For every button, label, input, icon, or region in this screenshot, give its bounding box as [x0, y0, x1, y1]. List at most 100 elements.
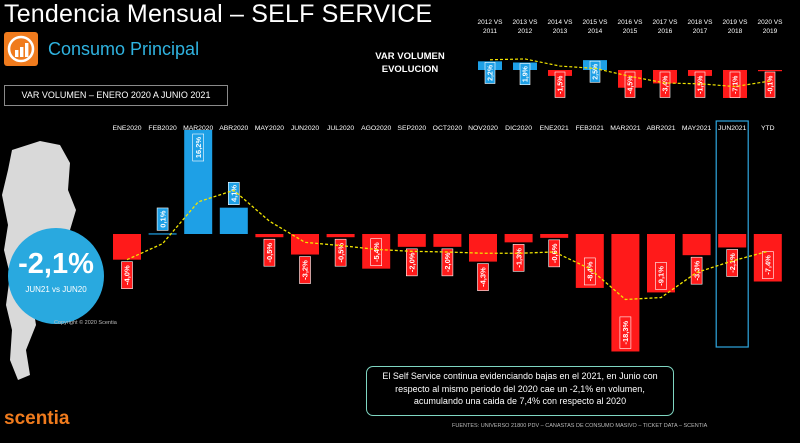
- bar: [291, 234, 319, 255]
- x-tick-label: MAR2021: [610, 125, 640, 132]
- data-label-box: [624, 71, 636, 98]
- x-tick-label: AGO2020: [361, 125, 391, 132]
- data-label-box: [299, 256, 311, 284]
- data-label-box: [655, 262, 667, 290]
- data-label: -1,5%: [698, 75, 705, 94]
- data-label: -0,5%: [336, 243, 345, 263]
- data-label: -5,4%: [372, 242, 381, 262]
- data-label-box: [729, 71, 741, 98]
- bar: [255, 234, 284, 238]
- x-tick-label: ABR2021: [646, 125, 675, 132]
- data-label-box: [263, 238, 276, 267]
- data-label-box: [548, 239, 561, 268]
- data-label-box: [512, 244, 525, 272]
- commentary-box: El Self Service continua evidenciando ba…: [366, 366, 674, 416]
- x-tick-label: ENE2020: [112, 125, 141, 132]
- data-label: 2,5%: [593, 63, 600, 80]
- section-subtitle: Consumo Principal: [48, 39, 200, 59]
- year-tick-label: 2019 VS: [723, 19, 749, 26]
- bar: [540, 234, 569, 238]
- data-label: -4,3%: [479, 267, 488, 287]
- year-tick-label: 2016: [658, 28, 673, 35]
- data-label: -4,5%: [628, 75, 635, 94]
- data-label: -18,3%: [621, 320, 630, 344]
- bar: [504, 234, 533, 243]
- year-tick-label: 2015: [623, 28, 638, 35]
- data-label-box: [405, 248, 418, 277]
- data-label-box: [334, 238, 347, 267]
- comment-line-2: respecto al mismo periodo del 2020 cae u…: [395, 383, 645, 394]
- data-label: -0,5%: [265, 243, 274, 263]
- data-label: -3,3%: [692, 261, 701, 281]
- data-label-box: [484, 62, 496, 84]
- bar: [469, 234, 497, 262]
- year-tick-label: 2014 VS: [548, 19, 574, 26]
- data-label-box: [441, 248, 454, 277]
- year-tick-label: 2018 VS: [688, 19, 714, 26]
- x-tick-label: SEP2020: [397, 125, 426, 132]
- data-label: 16,2%: [194, 137, 203, 159]
- year-tick-label: 2012: [518, 28, 533, 35]
- bar: [219, 207, 248, 234]
- year-tick-label: 2015 VS: [583, 19, 609, 26]
- year-tick-label: 2017 VS: [653, 19, 679, 26]
- highlight-frame: [715, 120, 749, 348]
- data-label: 4,1%: [230, 185, 239, 202]
- page-title: Tendencia Mensual – SELF SERVICE: [4, 0, 433, 28]
- x-tick-label: ABR2020: [219, 125, 248, 132]
- copyright-text: Copyright © 2020 Scentia: [54, 320, 117, 326]
- comment-line-3: acumulando una caida de 7,4% con respect…: [413, 396, 627, 406]
- x-tick-label: ENE2021: [540, 125, 569, 132]
- kpi-circle: -2,1% JUN21 vs JUN20: [8, 228, 104, 324]
- x-tick-label: NOV2020: [468, 125, 498, 132]
- year-tick-label: 2017: [693, 28, 708, 35]
- x-tick-label: JUL2020: [327, 125, 354, 132]
- year-tick-label: 2016 VS: [618, 19, 644, 26]
- year-tick-label: 2011: [483, 28, 497, 35]
- x-tick-label: DIC2020: [505, 125, 532, 132]
- data-label: -2,0%: [443, 252, 452, 272]
- bar: [682, 234, 711, 256]
- trend-line: [126, 189, 768, 301]
- evolution-title-line1: VAR VOLUMEN: [375, 51, 445, 62]
- data-label-box: [589, 60, 601, 83]
- data-label-box: [192, 133, 204, 162]
- year-tick-label: 2013: [553, 28, 568, 35]
- year-tick-label: 2012 VS: [478, 19, 504, 26]
- year-tick-label: 2013 VS: [513, 19, 539, 26]
- evolution-chart-title: VAR VOLUMEN EVOLUCION: [360, 50, 460, 76]
- year-tick-label: 2019: [763, 28, 778, 35]
- data-label: 2,2%: [488, 64, 495, 81]
- period-label: VAR VOLUMEN – ENERO 2020 A JUNIO 2021: [4, 85, 228, 106]
- data-label: -8,4%: [586, 261, 595, 281]
- bar: [148, 233, 177, 235]
- data-label: 0,1%: [158, 210, 167, 227]
- data-label-box: [761, 251, 774, 279]
- bar: [397, 234, 426, 247]
- data-label-box: [228, 181, 240, 205]
- data-label: -4,0%: [123, 265, 132, 285]
- source-footer: FUENTES: UNIVERSO 21800 PDV – CANASTAS D…: [452, 423, 708, 429]
- data-label-box: [121, 261, 133, 289]
- data-label: -1,5%: [558, 75, 565, 94]
- year-tick-label: 2020 VS: [758, 19, 784, 26]
- trend-line: [489, 58, 771, 88]
- data-label-box: [370, 238, 383, 266]
- comment-line-1: El Self Service continua evidenciando ba…: [382, 371, 658, 381]
- data-label-box: [619, 316, 632, 349]
- x-tick-label: MAY2021: [682, 125, 712, 132]
- x-tick-label: JUN2020: [291, 125, 320, 132]
- data-label-box: [477, 263, 489, 291]
- kpi-value: -2,1%: [18, 248, 94, 280]
- data-label-box: [764, 71, 776, 98]
- data-label: -3,2%: [301, 260, 310, 280]
- data-label-box: [659, 71, 671, 98]
- data-label: -3,4%: [663, 75, 670, 94]
- bar: [718, 234, 747, 248]
- data-label: -2,1%: [728, 253, 737, 273]
- x-tick-label: MAR2020: [183, 125, 213, 132]
- x-tick-label: MAY2020: [255, 125, 285, 132]
- data-label: -2,0%: [408, 252, 417, 272]
